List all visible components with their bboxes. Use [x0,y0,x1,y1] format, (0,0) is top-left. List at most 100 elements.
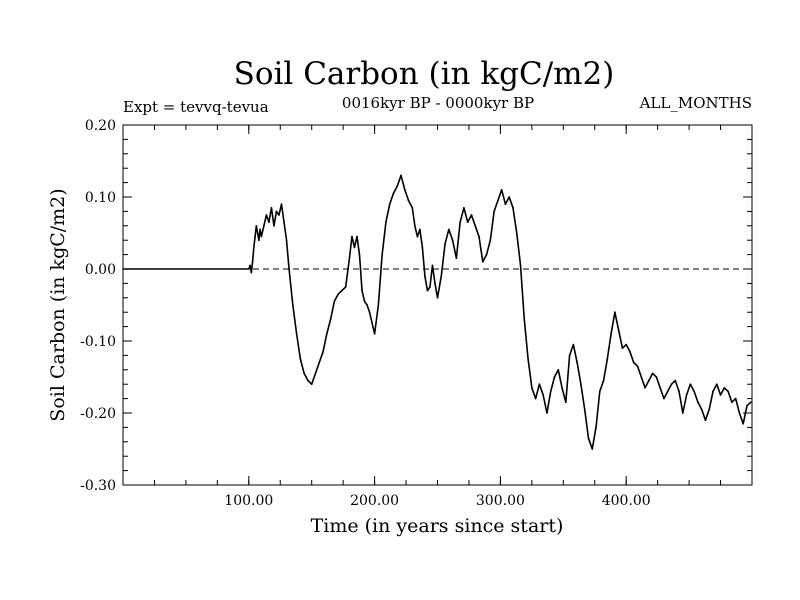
data-point [260,235,263,238]
data-point [254,235,256,238]
data-point [329,318,332,321]
data-point [723,387,726,389]
data-point [429,286,431,288]
data-point [648,379,650,382]
data-point [700,408,703,411]
data-point [697,401,699,404]
data-point [523,318,526,321]
data-point [474,225,477,227]
data-point [455,257,458,260]
data-point [392,192,395,195]
data-point [678,390,680,393]
data-point [263,225,265,227]
data-point [489,239,492,241]
data-point [278,214,280,216]
data-point [337,293,339,296]
data-point [259,228,261,231]
data-point [651,372,654,375]
data-point [621,347,624,350]
data-point [363,300,366,303]
data-point [419,228,421,231]
data-point [421,246,424,249]
data-point [689,383,692,386]
y-tick-label: -0.30 [80,478,116,494]
data-point [270,207,273,209]
x-tick-label: 100.00 [224,493,273,509]
data-point [431,264,434,267]
data-point [576,361,578,364]
data-point [356,235,358,238]
data-point [424,275,426,278]
data-point [629,351,631,353]
data-point [251,261,254,263]
data-point [682,412,684,414]
data-point [310,383,313,386]
x-tick-label: 200.00 [350,493,399,509]
data-point [333,300,336,303]
y-tick-label: -0.10 [80,334,116,350]
data-point [515,232,518,234]
data-point [268,221,270,223]
season-label: ALL_MONTHS [639,94,752,112]
data-point [734,397,737,400]
data-point [534,397,537,400]
data-point [249,264,251,267]
data-point [614,311,616,314]
data-point [256,232,259,234]
data-point [248,268,250,270]
data-point [258,239,260,241]
data-point [553,376,556,378]
data-point [512,207,514,209]
data-point [388,203,391,205]
data-point [538,383,541,386]
data-point [353,246,356,249]
y-tick-label: 0.10 [85,190,116,206]
data-point [318,361,321,364]
data-point [285,239,288,241]
data-point [295,333,298,335]
x-tick-label: 300.00 [476,493,525,509]
data-point [659,387,661,389]
data-point [561,387,563,389]
data-point [583,408,586,411]
data-point [368,311,371,314]
data-point [436,297,439,299]
chart-subtitle: 0016kyr BP - 0000kyr BP [342,94,534,112]
data-point [283,221,285,223]
data-point [580,383,582,386]
y-tick-label: 0.20 [85,118,116,134]
data-point [591,448,594,450]
data-point [546,412,548,414]
data-point [470,214,473,216]
data-point [485,253,488,256]
data-point [565,401,567,404]
chart-title: Soil Carbon (in kgC/m2) [234,56,615,92]
data-point [466,221,469,223]
data-point [396,185,399,187]
data-point [636,365,639,368]
data-point [749,401,752,404]
data-point [288,268,290,270]
data-point [348,257,351,260]
data-point [414,225,416,227]
data-point [122,268,124,270]
data-point [292,304,294,306]
data-point [341,289,343,292]
data-point [325,333,328,335]
data-point [255,225,258,227]
data-point [448,228,450,231]
data-point [595,426,597,429]
data-point [371,322,373,324]
data-point [314,372,317,375]
data-point [411,207,414,209]
y-axis-label: Soil Carbon (in kgC/m2) [47,188,69,421]
data-point [519,264,522,267]
plot-area: 0.20 0.10 0.00 -0.10 -0.20 -0.30 100.00 200.00 3… [80,118,753,509]
y-tick-label: -0.20 [80,406,116,422]
data-point [299,358,302,360]
data-point [444,243,446,245]
data-point [426,289,429,292]
data-point [265,214,268,216]
data-point [358,253,361,256]
